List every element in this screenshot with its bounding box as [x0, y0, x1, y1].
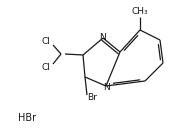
Text: N: N	[104, 83, 110, 91]
Text: Br: Br	[87, 94, 97, 103]
Text: N: N	[100, 33, 106, 42]
Text: HBr: HBr	[18, 113, 36, 123]
Text: Cl: Cl	[42, 63, 50, 71]
Text: CH₃: CH₃	[132, 7, 148, 17]
Text: Cl: Cl	[42, 38, 50, 47]
